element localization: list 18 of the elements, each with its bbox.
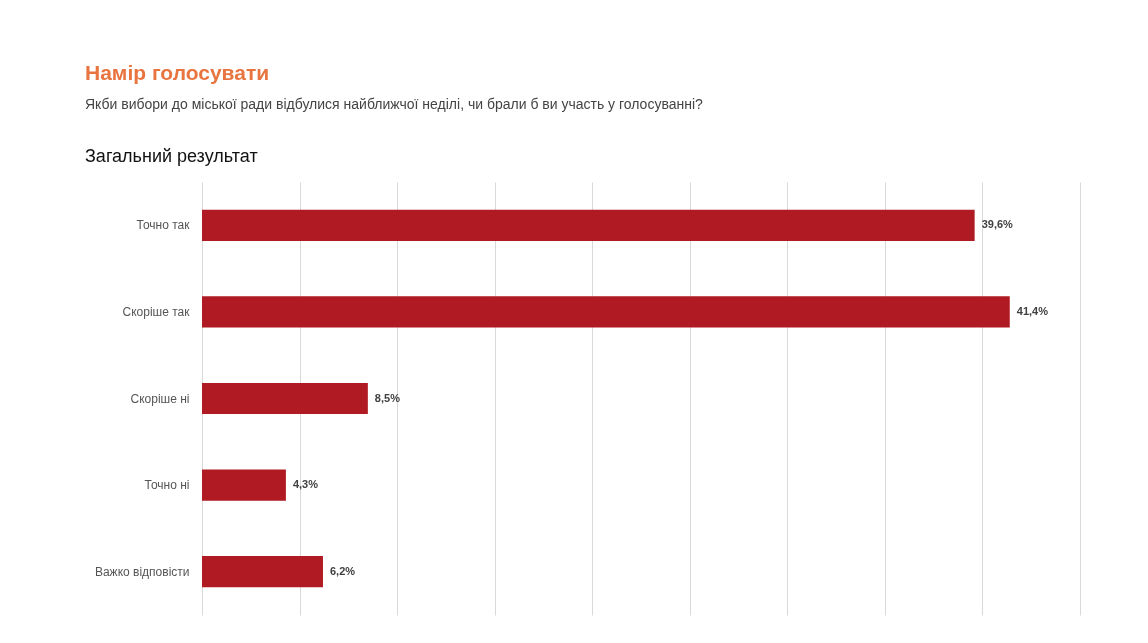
y-tick-label: Скоріше ні: [130, 391, 190, 406]
bar: [202, 556, 323, 588]
data-label: 8,5%: [374, 391, 401, 404]
y-tick-label: Скоріше так: [122, 304, 191, 319]
y-tick-label: Точно ні: [144, 478, 190, 493]
bar: [202, 209, 975, 241]
y-tick-label: Важко відповісти: [94, 564, 190, 579]
data-label: 6,2%: [329, 564, 356, 577]
y-tick-label: Точно так: [136, 218, 191, 233]
bar: [202, 296, 1010, 328]
bar: [202, 469, 286, 501]
data-label: 4,3%: [292, 478, 319, 491]
chart-subtitle: Якби вибори до міської ради відбулися найближчої неділі, чи брали б ви участь у голосуванні?: [85, 96, 704, 112]
chart-title: Намір голосувати: [85, 61, 270, 84]
data-label: 41,4%: [1016, 304, 1049, 317]
text: Загальний результат: [85, 146, 258, 166]
bar: [202, 382, 368, 415]
data-label: 39,6%: [981, 218, 1014, 231]
